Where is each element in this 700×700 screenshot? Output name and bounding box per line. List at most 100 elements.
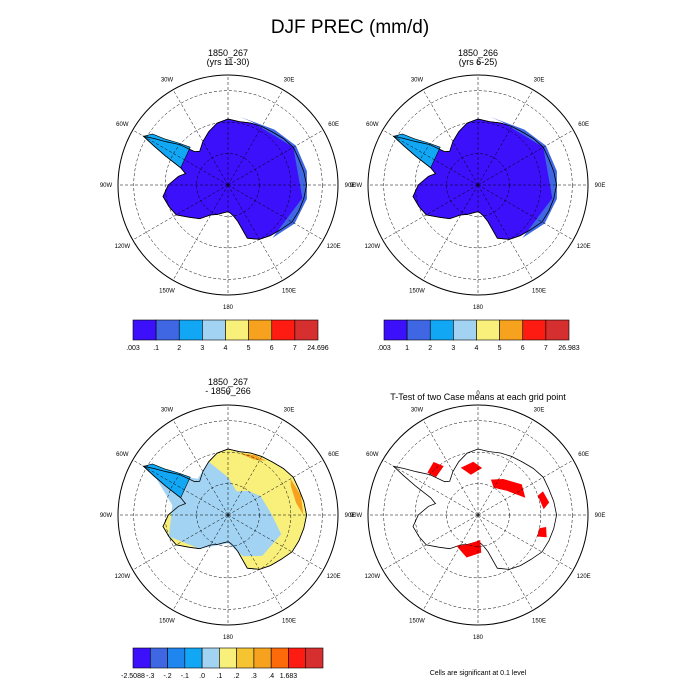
panel-2-meridian [477,184,574,241]
panel-1-colorbar-label: 6 [270,345,274,352]
panel-4-title: T-Test of two Case means at each grid po… [390,392,566,402]
panel-4-meridian [382,514,479,571]
panel-3-lon-label: 30W [161,407,174,413]
panel-4-note: Cells are significant at 0.1 level [430,670,527,677]
panel-2-title: 1850_266 [458,48,498,58]
panel-4-meridian [422,514,479,611]
panel-4-lon-label: 90E [595,513,606,519]
panel-4-lon-label: 150E [532,619,546,625]
panel-2-colorbar-box [476,319,500,341]
panel-2-lon-label: 150E [532,289,546,295]
panel-1-lon-label: 60W [116,122,129,128]
significant-cells [460,461,483,475]
panel-2-colorbar-label: 5 [498,345,502,352]
panel-3-lon-label: 180 [223,635,234,641]
panel-2-colorbar-box [383,319,408,341]
panel-3-lon-label: 60W [116,452,129,458]
panel-3-lon-label: 30E [284,407,295,413]
panel-3-lon-label: 150E [282,619,296,625]
panel-1-lon-label: 150E [282,289,296,295]
panel-2-colorbar-label: .003 [377,345,391,352]
panel-4-meridian [477,419,534,516]
significant-cells [537,527,547,538]
panel-1-meridian [172,89,229,186]
positive-region [243,473,290,525]
panel-3-colorbar-box [219,647,237,669]
panel-2-lon-label: 90W [350,183,363,189]
panel-3-colorbar-box [184,647,203,669]
panel-2: 0 30E 60E 90E 120E 150E 180 150W 120W 90W 60W 30W [350,61,606,311]
panel-2-subtitle: (yrs 6-25) [459,57,498,67]
panel-1-colorbar-label: 3 [200,345,204,352]
panel-3-colorbar-box [132,647,151,669]
panel-3-colorbar-box [201,647,220,669]
panel-4-meridian [382,459,479,516]
panel-1-title: 1850_267 [208,48,248,58]
figure-title: DJF PREC (mm/d) [271,17,429,38]
panel-3-meridian [132,514,229,571]
panel-3-colorbar-label: -.1 [181,673,189,680]
panel-1-lon-label: 150W [159,289,175,295]
panel-2-colorbar-label: 2 [428,345,432,352]
panel-2-colorbar-label: 26.983 [558,345,580,352]
panel-1-lon-label: 120E [327,244,341,250]
panel-4-lon-label: 150W [409,619,425,625]
panel-1-colorbar-label: 24.696 [307,345,329,352]
panel-2-lon-label: 0 [476,61,480,67]
panel-3-lon-label: 60E [328,452,339,458]
panel-3-title: 1850_267 [208,377,248,387]
panel-2-lon-label: 180 [473,305,484,311]
panel-2-meridian [477,129,574,186]
significant-cells [490,479,526,498]
panel-1-colorbar: .003 .1 2 3 4 5 6 7 24.696 [126,319,329,352]
panel-3: 0 30E 60E 90E 120E 150E 180 150W 120W 90W 60W 30W [100,391,356,641]
panel-4-lon-label: 90W [350,513,363,519]
panel-2-colorbar-box [545,319,570,341]
panel-4-lon-label: 120W [365,574,381,580]
panel-3-colorbar-box [149,647,168,669]
panel-2-colorbar-label: 1 [405,345,409,352]
panel-1-colorbar-box [132,319,157,341]
panel-4-lon-label: 120E [577,574,591,580]
panel-4-meridian [422,419,479,516]
panel-1-meridian [227,184,284,281]
panel-3-meridian [172,514,229,611]
panel-1-colorbar-label: 7 [293,345,297,352]
panel-3-colorbar-label: .2 [234,673,240,680]
panel-2-colorbar-label: 3 [451,345,455,352]
panel-4-lon-label: 60E [578,452,589,458]
panel-1-colorbar-box [248,319,273,341]
panel-3-lon-label: 0 [226,391,230,397]
panel-1-colorbar-label: 4 [224,345,228,352]
panel-4-meridian [477,459,574,516]
panel-2-meridian [382,129,479,186]
panel-3-lat-circle [133,420,323,610]
panel-2-meridian [477,184,534,281]
panel-2-lon-label: 60E [578,122,589,128]
panel-3-colorbar-label: -.2 [163,673,171,680]
panel-3-colorbar-box [167,647,186,669]
panel-2-lon-label: 30W [411,77,424,83]
panel-3-lon-label: 90W [100,513,113,519]
panel-2-lon-label: 30E [534,77,545,83]
panel-2-colorbar-box [429,319,454,341]
panel-3-colorbar-label: .1 [216,673,222,680]
panel-3-colorbar-box [253,647,272,669]
panel-3-meridian [227,514,284,611]
significant-cells [427,462,444,478]
significant-cells [456,540,482,558]
panel-1-colorbar-label: 5 [247,345,251,352]
panel-1-lon-label: 30W [161,77,174,83]
panel-1-meridian [172,184,229,281]
panel-3-meridian [227,419,284,516]
panel-1-colorbar-box [225,319,249,341]
panel-2-colorbar-label: 4 [475,345,479,352]
panel-1-lon-label: 90E [345,183,356,189]
panel-3-meridian [227,459,324,516]
panel-3-colorbar-label: 1.683 [280,673,298,680]
panel-2-colorbar-box [522,319,547,341]
panel-2-colorbar-box [499,319,524,341]
panel-4-lat-circle [383,420,573,610]
panel-2-lon-label: 120W [365,244,381,250]
